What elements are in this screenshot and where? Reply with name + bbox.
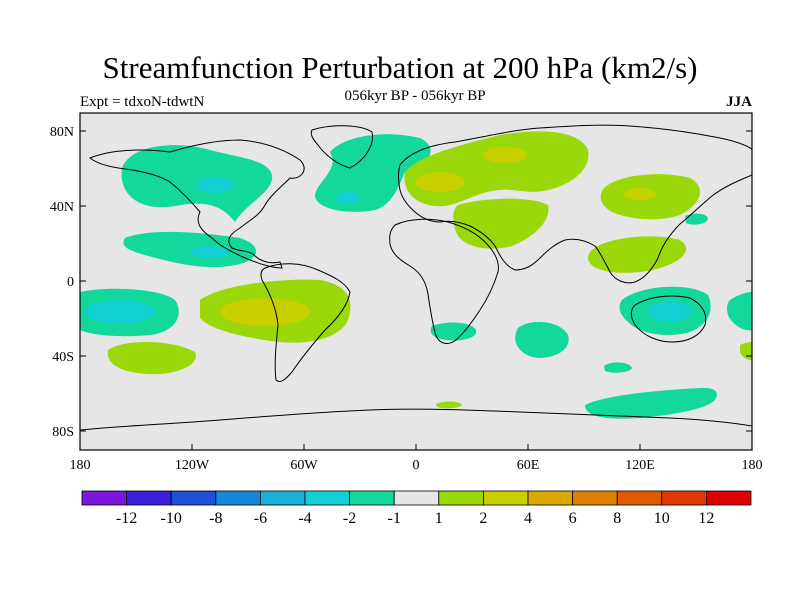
colorbar-box-8 xyxy=(393,490,440,506)
colorbar-box-6 xyxy=(304,490,350,506)
colorbar-label: 1 xyxy=(435,510,443,527)
colorbar-label: -1 xyxy=(388,510,401,527)
y-tick-label: 40S xyxy=(52,350,74,365)
coast-africa xyxy=(389,218,499,344)
colorbar-box-12 xyxy=(572,490,618,506)
y-tick-label: 40N xyxy=(50,200,74,215)
colorbar-box-1 xyxy=(81,490,127,506)
y-axis: 80N 40N 0 40S 80S xyxy=(50,125,752,440)
core-europe xyxy=(415,172,465,192)
x-tick-label: 120W xyxy=(175,458,210,473)
anomaly-middle-east xyxy=(453,198,549,249)
colorbar-label: -2 xyxy=(343,510,356,527)
coast-antarctica xyxy=(80,408,752,431)
coast-south-america xyxy=(260,263,351,383)
core-central-asia xyxy=(624,188,656,200)
anomaly-indian-ocean xyxy=(515,321,569,358)
anomaly-south-pacific xyxy=(107,341,196,375)
anomaly-east-asia xyxy=(587,236,687,273)
season-label: JJA xyxy=(726,94,752,110)
core-australia xyxy=(648,302,692,322)
colorbar-label: 2 xyxy=(479,510,487,527)
colorbar-box-10 xyxy=(482,490,529,506)
colorbar-box-9 xyxy=(438,490,484,506)
y-tick-label: 80N xyxy=(50,125,74,140)
coast-greenland xyxy=(310,125,374,169)
coast-eurasia xyxy=(398,124,752,284)
y-tick-label: 0 xyxy=(67,275,74,290)
colorbar-label: -10 xyxy=(161,510,182,527)
colorbar-label: -4 xyxy=(298,510,311,527)
anomaly-south-atlantic-africa xyxy=(430,322,477,341)
anomaly-east-pacific xyxy=(123,231,257,268)
colorbar: -12 -10 -8 -6 -4 -2 -1 1 2 4 6 8 10 12 xyxy=(81,490,752,527)
core-east-pacific xyxy=(190,246,230,258)
colorbar-label: 6 xyxy=(569,510,577,527)
core-canada xyxy=(197,177,233,193)
colorbar-label: 8 xyxy=(613,510,621,527)
x-tick-label: 120E xyxy=(625,458,655,473)
plot-title: Streamfunction Perturbation at 200 hPa (… xyxy=(102,50,698,85)
colorbar-label: -8 xyxy=(209,510,222,527)
colorbar-box-7 xyxy=(349,490,395,506)
coast-north-america xyxy=(89,139,305,269)
x-tick-label: 60W xyxy=(290,458,318,473)
anomaly-south-indian-small xyxy=(604,362,632,373)
anomaly-pacific-east-edge xyxy=(726,292,752,331)
colorbar-box-4 xyxy=(215,490,261,506)
strong-negative-cores xyxy=(85,177,692,324)
x-tick-label: 0 xyxy=(413,458,420,473)
core-atlantic xyxy=(336,192,360,204)
coastlines xyxy=(80,124,752,431)
coast-australia xyxy=(630,295,707,343)
anomaly-southern-ocean xyxy=(585,387,717,419)
colorbar-box-14 xyxy=(661,490,707,506)
anomaly-north-america-north xyxy=(121,145,273,222)
colorbar-box-5 xyxy=(259,490,306,506)
anomaly-north-pacific-small xyxy=(685,213,708,225)
core-south-america xyxy=(220,298,310,326)
colorbar-label: 10 xyxy=(654,510,670,527)
x-tick-label: 180 xyxy=(70,458,91,473)
anomaly-fields xyxy=(80,124,752,431)
experiment-label: Expt = tdxoN-tdwtN xyxy=(80,94,205,110)
x-tick-label: 60E xyxy=(517,458,540,473)
colorbar-label: -12 xyxy=(116,510,137,527)
colorbar-label: 12 xyxy=(698,510,714,527)
anomaly-south-atlantic-small xyxy=(436,401,462,409)
colorbar-box-2 xyxy=(126,490,172,506)
core-central-pacific xyxy=(85,300,155,324)
core-siberia xyxy=(483,147,527,163)
colorbar-label: 4 xyxy=(524,510,532,527)
colorbar-box-15 xyxy=(706,490,752,506)
y-tick-label: 80S xyxy=(52,425,74,440)
colorbar-box-11 xyxy=(527,490,573,506)
colorbar-box-3 xyxy=(170,490,217,506)
x-axis: 180 120W 60W 0 60E 120E 180 xyxy=(70,444,763,473)
colorbar-label: -6 xyxy=(254,510,267,527)
colorbar-box-13 xyxy=(616,490,663,506)
x-tick-label: 180 xyxy=(742,458,763,473)
plot-subtitle: 056kyr BP - 056kyr BP xyxy=(344,88,486,104)
strong-positive-cores xyxy=(220,147,656,326)
